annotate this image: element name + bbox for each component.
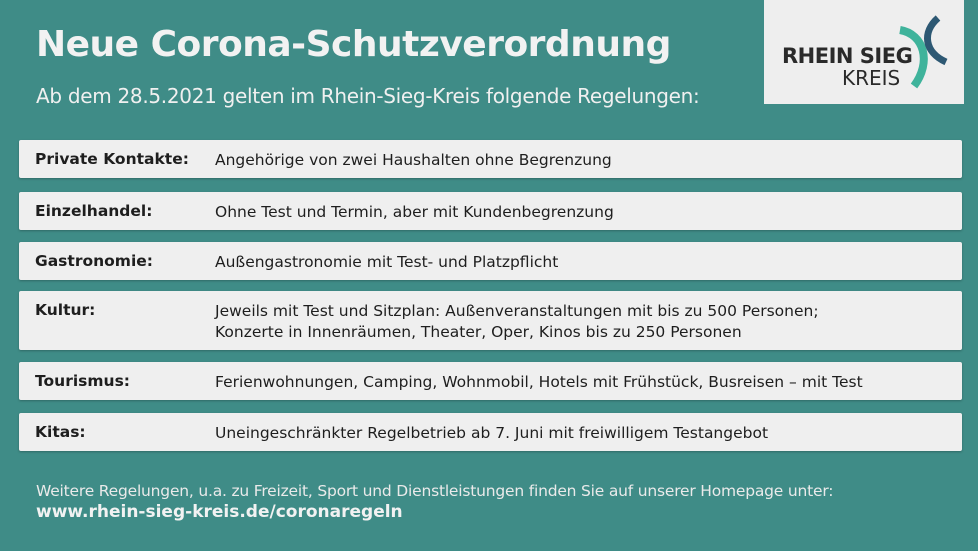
page-subtitle: Ab dem 28.5.2021 gelten im Rhein-Sieg-Kr…	[36, 84, 700, 108]
rule-row-gastronomie: Gastronomie: Außengastronomie mit Test- …	[19, 242, 962, 280]
rule-text: Angehörige von zwei Haushalten ohne Begr…	[215, 151, 612, 169]
rule-row-private-kontakte: Private Kontakte: Angehörige von zwei Ha…	[19, 140, 962, 178]
rule-row-einzelhandel: Einzelhandel: Ohne Test und Termin, aber…	[19, 192, 962, 230]
rule-text: Ohne Test und Termin, aber mit Kundenbeg…	[215, 203, 614, 221]
footer-text: Weitere Regelungen, u.a. zu Freizeit, Sp…	[36, 482, 834, 500]
rule-label: Gastronomie:	[35, 252, 153, 270]
rule-text: Außengastronomie mit Test- und Platzpfli…	[215, 253, 559, 271]
homepage-link[interactable]: www.rhein-sieg-kreis.de/coronaregeln	[36, 502, 403, 522]
rhein-sieg-kreis-logo: RHEIN SIEG KREIS	[764, 0, 964, 104]
rule-row-tourismus: Tourismus: Ferienwohnungen, Camping, Woh…	[19, 362, 962, 400]
rule-row-kultur: Kultur: Jeweils mit Test und Sitzplan: A…	[19, 291, 962, 350]
rule-label: Kitas:	[35, 423, 86, 441]
logo-arcs-icon	[898, 15, 948, 89]
page-title: Neue Corona-Schutzverordnung	[36, 24, 671, 65]
rule-text: Konzerte in Innenräumen, Theater, Oper, …	[215, 323, 742, 341]
logo-text-line2: KREIS	[842, 66, 901, 90]
rule-label: Kultur:	[35, 301, 96, 319]
rule-label: Private Kontakte:	[35, 150, 189, 168]
rule-label: Tourismus:	[35, 372, 130, 390]
rule-label: Einzelhandel:	[35, 202, 153, 220]
rule-row-kitas: Kitas: Uneingeschränkter Regelbetrieb ab…	[19, 413, 962, 451]
rule-text: Ferienwohnungen, Camping, Wohnmobil, Hot…	[215, 373, 863, 391]
rule-text: Jeweils mit Test und Sitzplan: Außenvera…	[215, 302, 819, 320]
logo-text-line1: RHEIN SIEG	[782, 44, 913, 68]
rule-text: Uneingeschränkter Regelbetrieb ab 7. Jun…	[215, 424, 769, 442]
